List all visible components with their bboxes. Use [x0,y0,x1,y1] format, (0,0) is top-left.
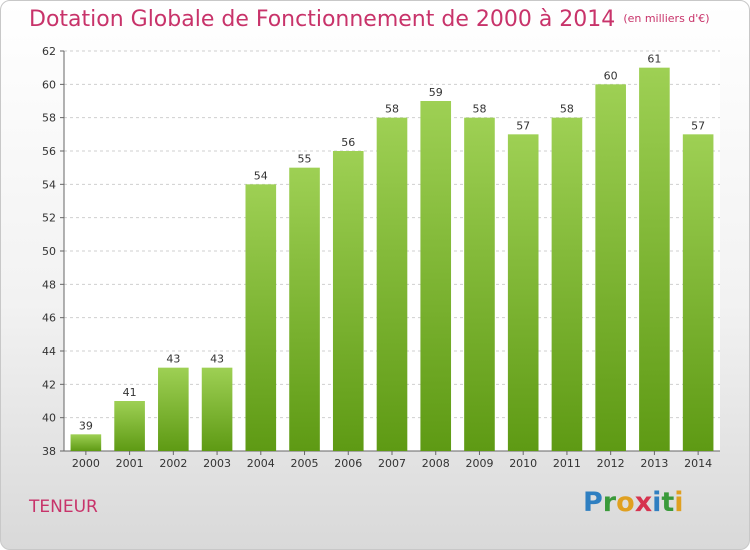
bar-value-label: 58 [385,103,399,116]
x-tick-label: 2007 [378,457,406,470]
bar-2005 [289,167,320,451]
bar-2004 [245,184,277,452]
bar-value-label: 57 [516,119,530,132]
bar-2001 [114,401,145,451]
y-tick-label: 56 [42,145,56,158]
x-tick-label: 2012 [597,457,625,470]
bar-2002 [158,367,189,451]
x-tick-label: 2010 [509,457,537,470]
bar-2007 [376,117,408,452]
logo-letter: t [661,487,675,518]
proxiti-logo: Proxiti [583,487,684,518]
commune-name: TENEUR [29,497,98,517]
chart-subtitle: (en milliers d'€) [623,12,710,25]
chart-title-text: Dotation Globale de Fonctionnement de 20… [29,7,616,32]
bar-value-label: 60 [604,69,618,82]
bar-value-label: 41 [123,386,137,399]
y-tick-label: 50 [42,245,56,258]
bar-2012 [595,84,626,451]
x-tick-label: 2014 [684,457,712,470]
y-tick-label: 44 [42,345,56,358]
logo-letter: i [674,487,684,518]
logo-letter: o [616,487,635,518]
bar-2009 [464,117,495,452]
x-tick-label: 2005 [291,457,319,470]
x-tick-label: 2008 [422,457,450,470]
x-tick-label: 2006 [334,457,362,470]
bar-value-label: 43 [210,353,224,366]
bar-2010 [507,134,539,452]
bar-value-label: 59 [429,86,443,99]
bar-2006 [332,151,364,451]
bar-value-label: 58 [472,103,486,116]
bar-value-label: 55 [298,153,312,166]
logo-letter: x [634,487,653,518]
y-tick-label: 40 [42,412,56,425]
chart-title: Dotation Globale de Fonctionnement de 20… [29,7,710,32]
bar-value-label: 54 [254,169,268,182]
bar-value-label: 58 [560,103,574,116]
x-tick-label: 2009 [465,457,493,470]
x-tick-label: 2001 [116,457,144,470]
y-tick-label: 54 [42,178,56,191]
y-tick-label: 60 [42,78,56,91]
logo-letter: r [602,487,617,518]
logo-letter: i [652,487,662,518]
y-tick-label: 62 [42,45,56,58]
x-tick-label: 2011 [553,457,581,470]
y-tick-label: 48 [42,278,56,291]
bar-2013 [639,67,670,452]
bar-2011 [551,117,583,452]
x-tick-label: 2004 [247,457,275,470]
y-tick-label: 52 [42,212,56,225]
bar-2000 [70,434,102,451]
x-tick-label: 2002 [159,457,187,470]
x-tick-label: 2003 [203,457,231,470]
bar-value-label: 57 [691,119,705,132]
bar-value-label: 56 [341,136,355,149]
logo-letter: P [583,487,603,518]
bar-value-label: 39 [79,419,93,432]
bar-2008 [420,101,452,451]
bar-2003 [201,367,233,451]
y-tick-label: 46 [42,312,56,325]
bar-2014 [682,134,714,452]
bar-value-label: 43 [166,353,180,366]
bar-value-label: 61 [647,53,661,66]
x-tick-label: 2000 [72,457,100,470]
y-tick-label: 42 [42,378,56,391]
y-tick-label: 38 [42,445,56,458]
x-tick-label: 2013 [640,457,668,470]
y-tick-label: 58 [42,112,56,125]
